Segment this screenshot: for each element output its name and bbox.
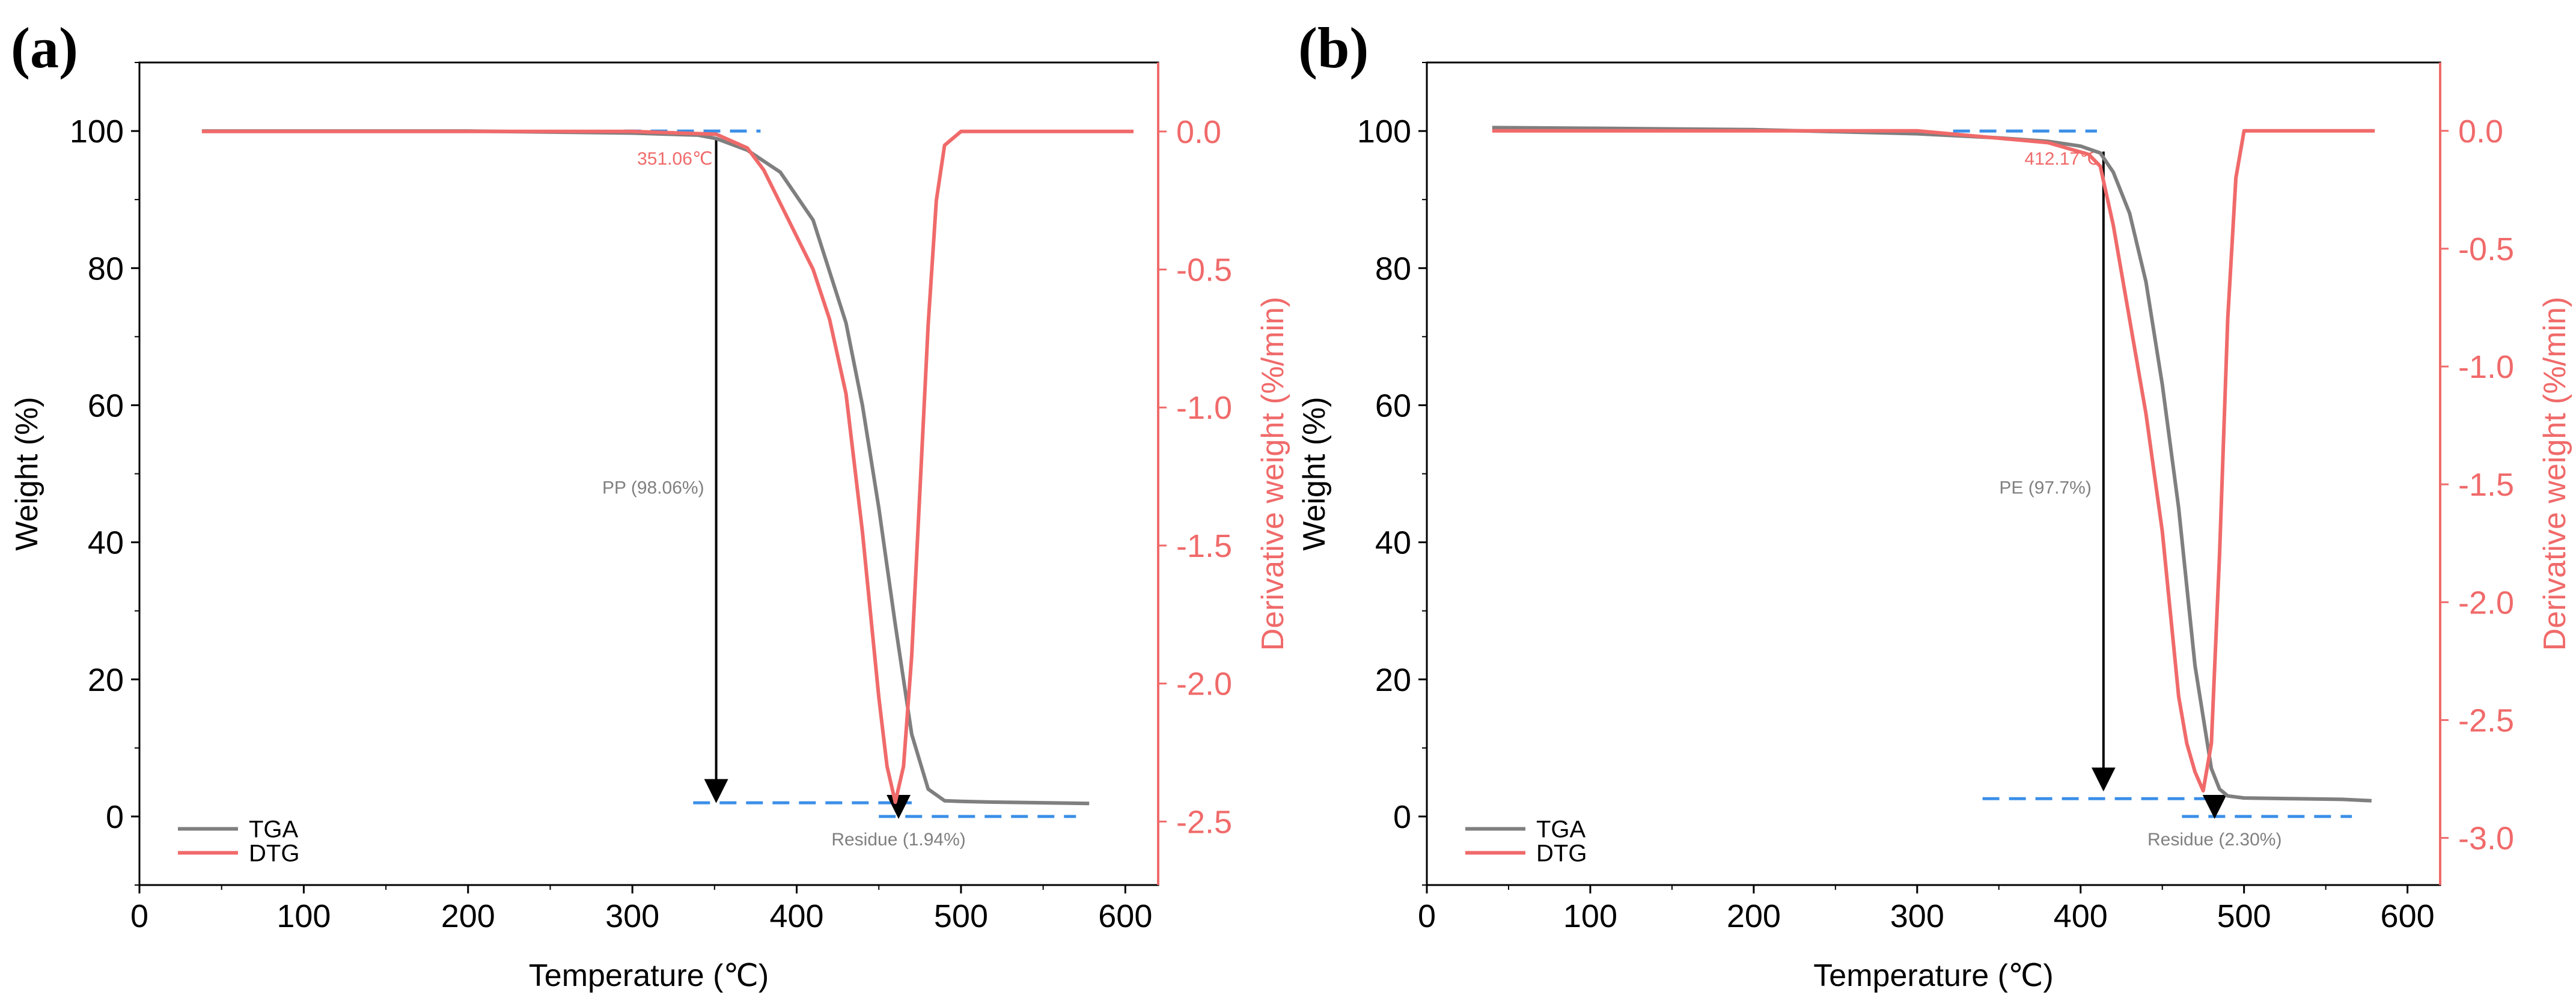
y2-tick-label: -1.5 <box>2458 467 2514 503</box>
panel-label: (b) <box>1298 16 1369 80</box>
plot-frame <box>138 61 1159 886</box>
x-axis-title: Temperature (℃) <box>1813 958 2053 993</box>
y2-tick-label: -1.0 <box>1176 390 1232 426</box>
panel-a: (a) 0 100 200 300 400 500 600 0 20 40 60 80 100 0.0… <box>10 16 1290 993</box>
y2-tick-label: -2.0 <box>2458 585 2514 621</box>
x-tick-label: 0 <box>1418 898 1436 934</box>
y2-tick-label: -2.0 <box>1176 666 1232 702</box>
y-tick-label: 80 <box>1375 251 1411 287</box>
legend-label-tga: TGA <box>1536 816 1586 842</box>
y2-axis-ticks: 0.0 -0.5 -1.0 -1.5 -2.0 -2.5 <box>1158 114 1232 840</box>
x-tick-label: 400 <box>2054 898 2108 934</box>
series-tga <box>201 129 1090 806</box>
annotations: 351.06℃ PP (98.06%) Residue (1.94%) <box>602 129 1076 850</box>
x-tick-label: 300 <box>605 898 659 934</box>
y2-tick-label: 0.0 <box>1176 114 1221 150</box>
mass-loss-label: PE (97.7%) <box>1999 478 2091 497</box>
y2-tick-label: -3.0 <box>2458 821 2514 857</box>
x-axis-ticks: 0 100 200 300 400 500 600 <box>1418 885 2435 934</box>
y-tick-label: 60 <box>1375 388 1411 424</box>
y-tick-label: 40 <box>88 525 124 561</box>
x-tick-label: 400 <box>769 898 823 934</box>
y-tick-label: 60 <box>88 388 124 424</box>
y-tick-label: 20 <box>88 662 124 698</box>
y2-tick-label: -0.5 <box>2458 231 2514 267</box>
panel-b: (b) 0 100 200 300 400 500 600 0 20 40 60 80 100 0.0… <box>1297 16 2572 993</box>
y2-tick-label: -0.5 <box>1176 252 1232 288</box>
y-axis-ticks: 0 20 40 60 80 100 <box>70 62 139 886</box>
y2-axis-title: Derivative weight (%/min) <box>1256 297 1290 651</box>
series-tga <box>1492 126 2372 803</box>
onset-temperature-label: 412.17℃ <box>2024 149 2099 169</box>
residue-label: Residue (2.30%) <box>2147 830 2281 850</box>
legend: TGA DTG <box>1465 816 1587 866</box>
x-axis-title: Temperature (℃) <box>529 958 769 993</box>
y2-tick-label: -2.5 <box>1176 804 1232 840</box>
x-axis-ticks: 0 100 200 300 400 500 600 <box>130 885 1152 934</box>
legend-label-dtg: DTG <box>1536 840 1587 866</box>
y2-tick-label: -1.0 <box>2458 349 2514 385</box>
y-tick-label: 0 <box>106 799 124 835</box>
x-tick-label: 0 <box>130 898 148 934</box>
x-tick-label: 500 <box>934 898 988 934</box>
panel-label: (a) <box>11 16 78 80</box>
y-tick-label: 0 <box>1393 799 1411 835</box>
x-tick-label: 600 <box>2381 898 2435 934</box>
y2-axis-title: Derivative weight (%/min) <box>2538 297 2572 651</box>
y-tick-label: 100 <box>70 114 124 150</box>
x-tick-label: 300 <box>1890 898 1944 934</box>
mass-loss-label: PP (98.06%) <box>602 478 704 497</box>
onset-temperature-label: 351.06℃ <box>637 149 712 169</box>
series-layer <box>201 129 1134 806</box>
y-tick-label: 80 <box>88 251 124 287</box>
annotations: 412.17℃ PE (97.7%) Residue (2.30%) <box>1953 129 2352 850</box>
y2-tick-label: -2.5 <box>2458 702 2514 738</box>
y-tick-label: 100 <box>1357 114 1411 150</box>
legend-label-dtg: DTG <box>249 840 299 866</box>
y-axis-title: Weight (%) <box>1297 397 1332 550</box>
y-axis-ticks: 0 20 40 60 80 100 <box>1357 62 1427 886</box>
y-tick-label: 40 <box>1375 525 1411 561</box>
y2-tick-label: 0.0 <box>2458 114 2503 150</box>
y-tick-label: 20 <box>1375 662 1411 698</box>
y2-tick-label: -1.5 <box>1176 528 1232 564</box>
x-tick-label: 200 <box>441 898 495 934</box>
residue-label: Residue (1.94%) <box>831 830 965 850</box>
series-dtg <box>201 129 1134 805</box>
series-layer <box>1492 126 2375 803</box>
y2-axis-ticks: 0.0 -0.5 -1.0 -1.5 -2.0 -2.5 -3.0 <box>2440 114 2514 857</box>
x-tick-label: 200 <box>1727 898 1781 934</box>
legend-label-tga: TGA <box>249 816 299 842</box>
x-tick-label: 600 <box>1098 898 1152 934</box>
plot-frame <box>1426 61 2441 886</box>
x-tick-label: 500 <box>2217 898 2271 934</box>
y-axis-title: Weight (%) <box>10 397 44 550</box>
x-tick-label: 100 <box>1563 898 1617 934</box>
series-dtg <box>1492 129 2375 793</box>
legend: TGA DTG <box>178 816 299 866</box>
x-tick-label: 100 <box>276 898 331 934</box>
